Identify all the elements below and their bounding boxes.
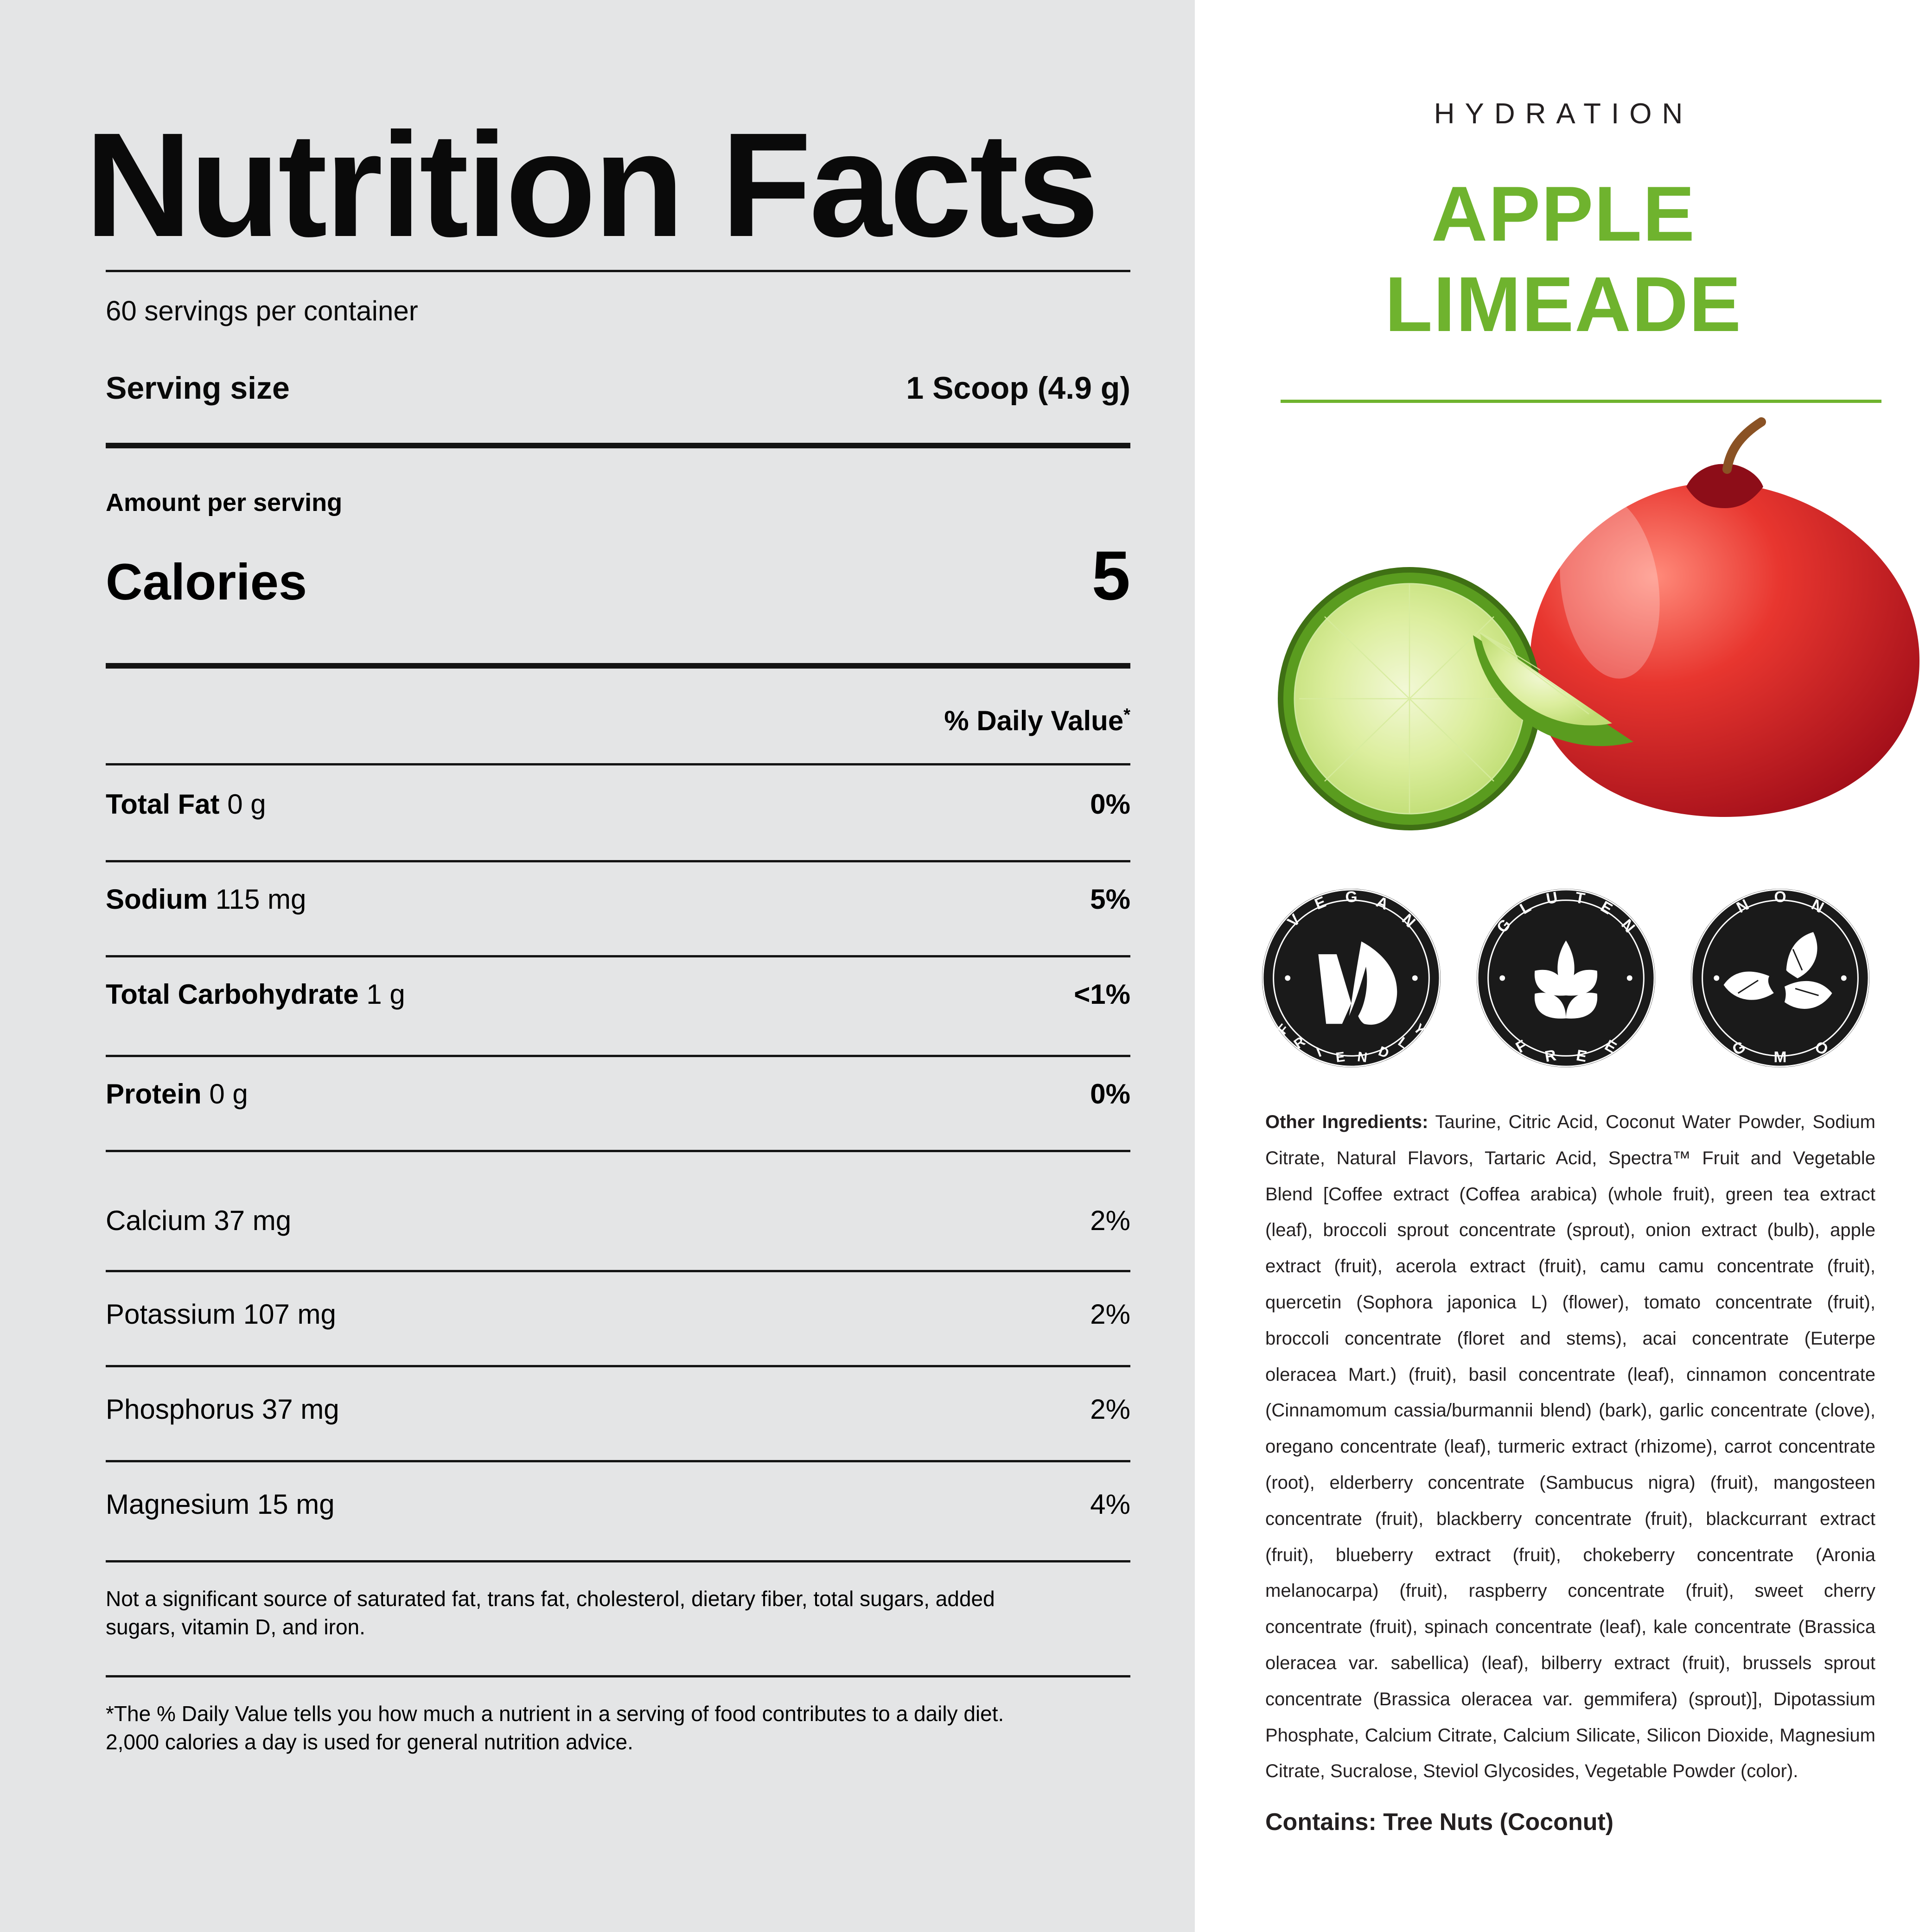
svg-text:E: E — [1335, 1049, 1346, 1065]
svg-text:O: O — [1774, 889, 1786, 906]
svg-text:G: G — [1345, 889, 1357, 906]
svg-text:M: M — [1774, 1049, 1787, 1066]
svg-text:N: N — [1357, 1049, 1368, 1065]
